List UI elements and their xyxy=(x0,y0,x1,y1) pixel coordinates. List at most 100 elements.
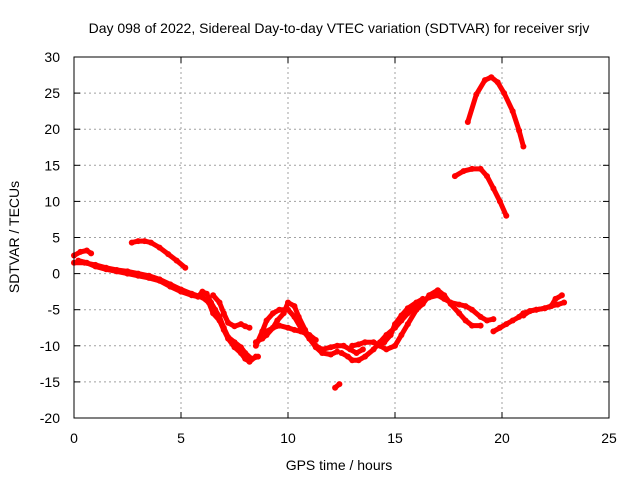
data-point xyxy=(496,198,503,205)
data-point xyxy=(291,313,298,320)
data-point xyxy=(447,300,454,307)
data-point xyxy=(477,165,484,172)
data-point xyxy=(494,79,501,86)
data-point xyxy=(387,332,394,338)
x-tick-label: 0 xyxy=(70,430,78,446)
data-point xyxy=(561,299,568,306)
data-point xyxy=(188,292,195,299)
x-axis-title: GPS time / hours xyxy=(286,457,393,473)
data-point xyxy=(203,290,210,297)
data-point xyxy=(404,321,411,328)
data-point xyxy=(509,317,516,324)
data-point xyxy=(533,306,540,313)
data-point xyxy=(252,342,259,349)
x-tick-label: 15 xyxy=(387,430,403,446)
data-point xyxy=(248,355,255,362)
data-point xyxy=(456,301,463,308)
data-point xyxy=(520,312,527,319)
data-point xyxy=(255,353,261,360)
data-point xyxy=(182,264,189,271)
data-point xyxy=(216,313,223,320)
data-point xyxy=(220,324,227,331)
data-point xyxy=(173,257,180,264)
data-point xyxy=(156,277,163,284)
data-point xyxy=(469,306,475,313)
data-point xyxy=(148,239,154,246)
data-point xyxy=(451,173,458,180)
data-point xyxy=(231,323,238,330)
data-point xyxy=(297,328,304,335)
data-point xyxy=(398,312,405,319)
data-point xyxy=(413,299,420,306)
data-point xyxy=(336,381,343,388)
data-point xyxy=(210,292,217,299)
data-point xyxy=(306,332,313,338)
data-point xyxy=(216,299,223,306)
data-point xyxy=(263,328,270,335)
data-point xyxy=(496,324,503,331)
x-tick-label: 5 xyxy=(177,430,185,446)
data-point xyxy=(481,77,488,84)
y-tick-label: 5 xyxy=(52,230,60,246)
data-point xyxy=(392,321,398,328)
x-tick-labels: 0 5 10 15 20 25 xyxy=(70,430,617,446)
data-point xyxy=(413,306,420,313)
data-point xyxy=(462,303,469,310)
data-point xyxy=(225,334,232,341)
data-point xyxy=(259,328,266,335)
chart-title: Day 098 of 2022, Sidereal Day-to-day VTE… xyxy=(89,20,590,36)
data-point xyxy=(332,384,339,391)
data-point xyxy=(344,353,351,360)
data-point xyxy=(477,322,484,329)
y-tick-label: 20 xyxy=(44,121,60,137)
data-point xyxy=(113,268,120,275)
data-point xyxy=(377,342,383,349)
y-tick-label: -15 xyxy=(40,374,60,390)
data-point xyxy=(473,91,480,98)
y-tick-label: 0 xyxy=(52,266,60,282)
data-point xyxy=(285,306,291,313)
data-point xyxy=(312,337,319,343)
data-point xyxy=(484,317,490,324)
data-point xyxy=(462,317,469,324)
data-point xyxy=(434,287,441,294)
data-point xyxy=(526,308,533,315)
data-point xyxy=(469,322,475,329)
data-point xyxy=(135,272,142,279)
data-point xyxy=(490,328,497,335)
data-point xyxy=(167,283,174,290)
data-point xyxy=(312,342,319,349)
x-tick-label: 10 xyxy=(280,430,296,446)
data-point xyxy=(291,326,298,333)
data-point xyxy=(276,306,283,313)
data-point xyxy=(349,342,356,349)
data-point xyxy=(77,248,84,255)
data-point xyxy=(516,127,523,134)
data-point xyxy=(501,90,508,97)
axis-ticks xyxy=(73,56,610,419)
y-tick-label: 10 xyxy=(44,193,60,209)
data-point xyxy=(327,351,334,358)
y-tick-label: -20 xyxy=(40,410,60,426)
data-point xyxy=(520,143,527,150)
data-point xyxy=(359,346,366,353)
data-point xyxy=(419,295,426,302)
data-point xyxy=(460,168,467,175)
y-tick-label: 30 xyxy=(44,49,60,65)
data-point xyxy=(319,346,326,353)
data-point xyxy=(404,305,411,312)
data-point xyxy=(469,165,475,172)
data-point xyxy=(426,292,433,299)
y-tick-label: -10 xyxy=(40,338,60,354)
data-point xyxy=(558,292,565,299)
data-point xyxy=(490,316,497,323)
data-point xyxy=(456,310,463,317)
data-point xyxy=(370,339,377,346)
data-point xyxy=(263,317,270,324)
data-point xyxy=(285,324,291,331)
data-point xyxy=(541,305,548,312)
gridlines xyxy=(74,57,609,418)
data-point xyxy=(509,108,516,115)
data-point xyxy=(338,350,345,356)
